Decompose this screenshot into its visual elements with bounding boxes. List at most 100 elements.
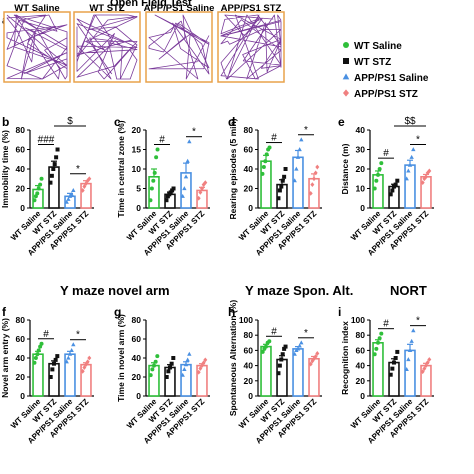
data-point	[277, 188, 282, 193]
data-point	[80, 368, 85, 374]
data-point	[64, 359, 69, 364]
data-point	[49, 173, 54, 178]
significance-label: #	[383, 148, 389, 159]
data-point	[276, 196, 281, 201]
y-tick-label: 0	[20, 391, 25, 401]
y-tick-label: 0	[20, 203, 25, 213]
data-point	[71, 188, 76, 193]
bar	[292, 348, 304, 397]
y-tick-label: 80	[244, 330, 254, 340]
section-title-nort: NORT	[390, 283, 427, 298]
y-tick-label: 20	[132, 125, 142, 135]
data-point	[393, 182, 398, 187]
data-point	[82, 184, 87, 189]
y-tick-label: 40	[244, 164, 254, 174]
data-point	[182, 186, 187, 191]
data-point	[64, 199, 69, 204]
legend-label: WT STZ	[354, 57, 391, 68]
data-point	[187, 139, 192, 144]
data-point	[203, 357, 208, 363]
data-point	[71, 342, 76, 347]
panel-letter: b	[2, 115, 9, 129]
bar	[260, 345, 272, 397]
y-tick-label: 10	[132, 164, 142, 174]
data-point	[404, 176, 409, 181]
data-point	[183, 174, 189, 179]
data-point	[171, 356, 176, 360]
track-4: APP/PS1 STZ	[217, 3, 285, 83]
y-tick-label: 5	[136, 184, 141, 194]
y-axis-label: Spontaneous Alternation (%)	[228, 300, 238, 416]
y-axis-label: Novel arm entry (%)	[0, 318, 10, 398]
significance-label: #	[383, 319, 389, 330]
bar	[32, 353, 44, 397]
bar	[404, 349, 416, 397]
data-point	[308, 190, 313, 196]
data-point	[200, 186, 204, 191]
data-point	[295, 154, 301, 159]
data-point	[82, 365, 87, 370]
open-field-tracks: WT Saline WT STZ APP/PS1 Saline APP/PS1 STZ	[3, 3, 285, 83]
data-point	[198, 190, 203, 195]
data-point	[148, 373, 153, 378]
data-point	[276, 371, 281, 376]
y-tick-label: 30	[356, 145, 366, 155]
data-point	[164, 198, 169, 203]
legend-label: WT Saline	[354, 41, 402, 52]
data-point	[407, 348, 413, 352]
panel-letter: d	[228, 115, 235, 129]
bar	[48, 166, 60, 209]
data-point	[180, 193, 185, 198]
data-point	[52, 361, 56, 366]
section-title-ymaze-alt: Y maze Spon. Alt.	[245, 283, 353, 298]
bar	[292, 156, 304, 209]
data-point	[67, 351, 73, 356]
data-point	[53, 357, 58, 362]
data-point	[154, 155, 159, 160]
data-point	[153, 359, 158, 364]
data-point	[39, 341, 44, 346]
y-tick-label: 20	[356, 376, 366, 386]
track-1: WT Saline	[3, 3, 71, 83]
data-point	[185, 357, 190, 362]
y-tick-label: 20	[244, 376, 254, 386]
y-tick-label: 40	[356, 125, 366, 135]
significance-label: #	[159, 135, 165, 146]
data-point	[424, 174, 428, 180]
y-tick-label: 0	[248, 391, 253, 401]
data-point	[264, 152, 269, 157]
y-tick-label: 60	[356, 345, 366, 355]
data-point	[48, 180, 53, 185]
data-point	[308, 361, 313, 367]
data-point	[374, 346, 379, 351]
data-point	[38, 182, 43, 187]
data-point	[263, 159, 268, 164]
data-point	[297, 147, 302, 152]
data-point	[374, 178, 379, 183]
significance-label: *	[304, 125, 308, 136]
data-point	[406, 357, 411, 362]
data-point	[315, 164, 320, 170]
legend-item-1: WT Saline	[343, 41, 402, 52]
data-point	[55, 147, 60, 152]
bar	[372, 341, 384, 397]
y-tick-label: 60	[244, 145, 254, 155]
y-tick-label: 0	[360, 203, 365, 213]
data-point	[377, 336, 382, 341]
significance-label: *	[304, 328, 308, 339]
data-point	[151, 178, 156, 183]
significance-label: $$	[404, 116, 416, 127]
data-point	[148, 198, 153, 203]
data-point	[166, 369, 171, 374]
y-tick-label: 40	[356, 361, 366, 371]
data-point	[283, 167, 288, 171]
panel-letter: f	[2, 305, 7, 319]
y-tick-label: 15	[132, 145, 142, 155]
data-point	[201, 360, 206, 366]
data-point	[310, 182, 315, 187]
y-tick-label: 20	[244, 184, 254, 194]
